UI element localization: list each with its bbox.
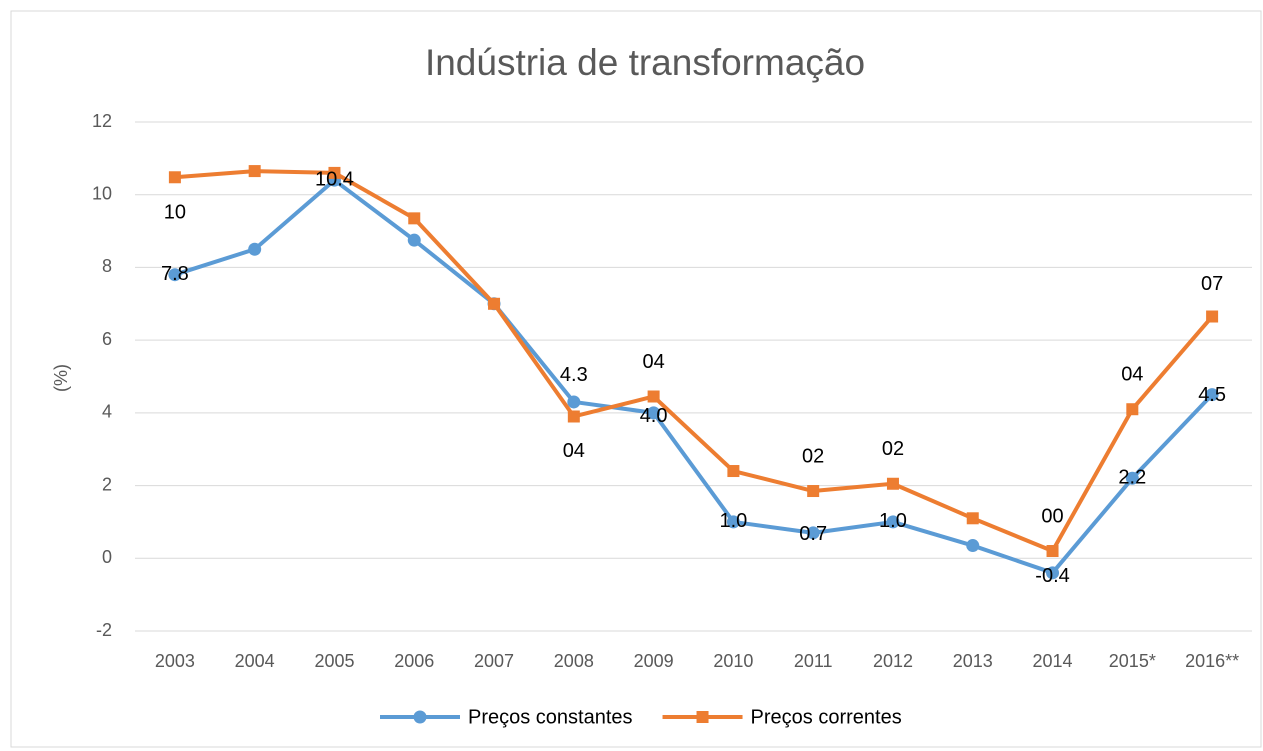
marker (567, 395, 581, 409)
marker (726, 515, 740, 529)
data-label: 04 (1121, 364, 1143, 386)
data-label: 1.0 (719, 510, 747, 532)
marker (886, 515, 900, 529)
x-tick-label: 2015* (1109, 651, 1156, 671)
marker (248, 242, 262, 256)
data-label: 04 (563, 440, 585, 462)
marker (567, 410, 580, 423)
marker (1206, 310, 1219, 323)
data-label: 2.2 (1118, 467, 1146, 489)
marker (168, 171, 181, 184)
legend-marker (413, 710, 427, 724)
marker (966, 539, 980, 553)
data-label: 7.8 (161, 263, 189, 285)
marker (1205, 388, 1219, 402)
y-tick-label: 6 (102, 329, 112, 349)
marker (1046, 545, 1059, 558)
marker (647, 390, 660, 403)
data-label: 1.0 (879, 510, 907, 532)
series-line (174, 169, 1214, 554)
marker (407, 233, 421, 247)
data-label: 00 (1041, 505, 1063, 527)
legend-marker (696, 711, 709, 723)
marker (408, 212, 421, 225)
x-tick-label: 2005 (314, 651, 354, 671)
marker (1126, 403, 1139, 416)
data-label: 4.3 (560, 364, 588, 386)
x-tick-label: 2011 (794, 651, 833, 671)
series-line (174, 178, 1214, 575)
y-tick-label: 8 (102, 256, 112, 276)
y-tick-label: 2 (102, 474, 112, 494)
x-tick-label: 2013 (953, 651, 993, 671)
x-tick-label: 2008 (554, 651, 594, 671)
marker (807, 485, 820, 498)
marker (647, 406, 661, 420)
data-label: 10 (164, 202, 186, 224)
marker (727, 465, 740, 478)
y-tick-label: 12 (92, 111, 112, 131)
x-tick-label: 2003 (155, 651, 195, 671)
data-label: 4.5 (1198, 384, 1226, 406)
marker (168, 268, 182, 282)
marker (328, 166, 341, 179)
data-label: 0.7 (799, 523, 827, 545)
marker (886, 477, 899, 490)
marker (488, 297, 501, 310)
marker (248, 165, 261, 178)
data-label: 10.4 (315, 168, 354, 190)
x-tick-label: 2014 (1033, 651, 1073, 671)
data-label: 02 (802, 445, 824, 467)
data-label: 07 (1201, 273, 1223, 295)
chart-title: Indústria de transformação (425, 42, 865, 83)
data-label: 04 (642, 351, 664, 373)
x-tick-label: 2006 (394, 651, 434, 671)
x-tick-label: 2007 (474, 651, 514, 671)
legend-label: Preços constantes (468, 706, 633, 728)
x-tick-label: 2010 (713, 651, 753, 671)
y-tick-label: 10 (92, 183, 112, 203)
data-label: -0.4 (1035, 565, 1069, 587)
chart-border (10, 10, 1262, 748)
legend-label: Preços correntes (751, 706, 902, 728)
data-label: 4.0 (640, 405, 668, 427)
x-tick-label: 2012 (873, 651, 913, 671)
data-label: 02 (882, 438, 904, 460)
x-tick-label: 2009 (634, 651, 674, 671)
y-axis-label: (%) (51, 364, 71, 392)
marker (966, 512, 979, 525)
marker (806, 526, 820, 540)
y-tick-label: 4 (102, 402, 112, 422)
marker (1125, 471, 1139, 485)
marker (1046, 566, 1060, 580)
x-tick-label: 2004 (235, 651, 275, 671)
y-tick-label: 0 (102, 547, 112, 567)
x-tick-label: 2016** (1185, 651, 1239, 671)
y-tick-label: -2 (96, 620, 112, 640)
